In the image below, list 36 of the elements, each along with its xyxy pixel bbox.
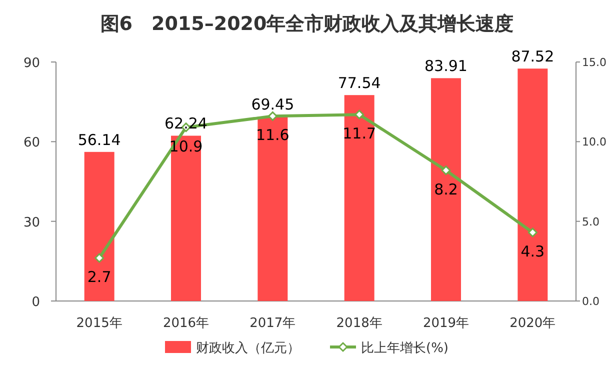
legend-label: 财政收入（亿元）: [196, 341, 300, 356]
point: [528, 228, 538, 238]
y-tick-label: 30: [23, 215, 40, 230]
y2-tick-label: 15.0: [582, 56, 606, 69]
bar: [171, 136, 201, 301]
x-tick-label: 2019年: [422, 316, 470, 331]
data-label: 56.14: [78, 130, 121, 149]
data-label: 87.52: [511, 48, 554, 66]
x-tick-label: 2018年: [336, 316, 382, 331]
bar: [431, 78, 461, 301]
x-tick-label: 2016年: [162, 316, 210, 331]
y2-tick-label: 5.0: [582, 215, 600, 228]
data-label: 8.2: [434, 180, 458, 198]
point: [94, 253, 104, 263]
legend-label: 比上年增长(%): [361, 341, 448, 356]
point: [441, 166, 451, 176]
x-tick-label: 2020年: [510, 316, 556, 331]
data-label: 69.45: [251, 96, 294, 114]
x-tick-label: 2015年: [76, 316, 122, 331]
point: [354, 110, 364, 120]
point: [268, 111, 278, 121]
x-tick-label: 2017年: [250, 316, 296, 331]
bar: [84, 152, 114, 301]
y-tick-label: 0: [32, 295, 40, 310]
y-tick-label: 90: [23, 56, 40, 71]
bar: [344, 95, 374, 301]
bar: [258, 116, 288, 301]
bar: [518, 68, 548, 301]
y2-tick-label: 0.0: [582, 295, 600, 308]
data-label: 77.54: [338, 74, 381, 92]
data-label: 4.3: [520, 242, 545, 260]
data-label: 2.7: [87, 268, 112, 286]
y-tick-label: 60: [23, 136, 40, 151]
data-label: 83.91: [424, 57, 468, 76]
y2-tick-label: 10.0: [582, 136, 606, 149]
chart-title: 图6 2015–2020年全市财政收入及其增长速度: [100, 13, 514, 35]
